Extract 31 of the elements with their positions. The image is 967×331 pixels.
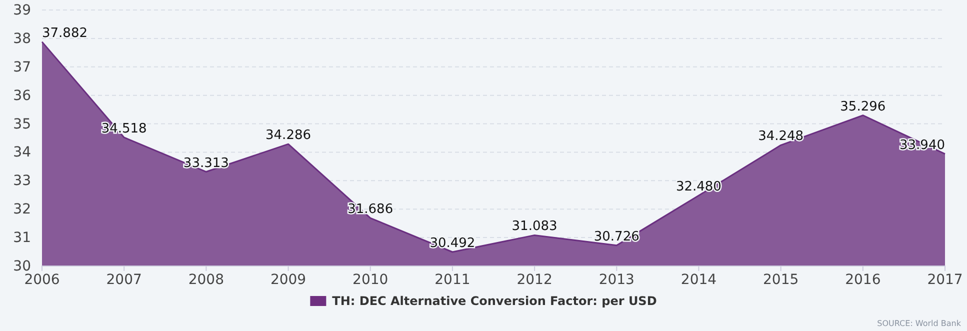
data-label: 35.296 bbox=[840, 99, 886, 114]
data-label: 37.882 bbox=[42, 26, 88, 41]
y-tick-label: 33 bbox=[13, 173, 31, 190]
data-label: 31.083 bbox=[512, 219, 558, 234]
x-tick-label: 2010 bbox=[352, 272, 388, 288]
x-tick-label: 2015 bbox=[763, 272, 799, 288]
y-tick-label: 38 bbox=[13, 30, 31, 47]
data-label: 34.286 bbox=[266, 128, 312, 144]
data-label: 30.492 bbox=[430, 236, 476, 252]
y-tick-label: 31 bbox=[13, 230, 31, 246]
data-label: 34.248 bbox=[758, 129, 804, 144]
x-tick-label: 2016 bbox=[845, 272, 881, 288]
source-note: SOURCE: World Bank bbox=[877, 319, 962, 328]
data-label: 33.313 bbox=[183, 156, 229, 171]
x-tick-label: 2017 bbox=[927, 272, 963, 288]
x-tick-label: 2009 bbox=[270, 272, 306, 288]
x-tick-label: 2011 bbox=[434, 272, 470, 288]
x-tick-label: 2008 bbox=[188, 272, 224, 288]
y-tick-label: 32 bbox=[13, 202, 31, 218]
y-tick-label: 36 bbox=[13, 88, 32, 104]
y-tick-label: 35 bbox=[13, 116, 31, 132]
y-tick-label: 37 bbox=[13, 59, 31, 76]
y-tick-label: 34 bbox=[13, 144, 32, 161]
y-tick-label: 30 bbox=[13, 258, 31, 274]
x-tick-label: 2006 bbox=[24, 272, 60, 288]
legend-label: TH: DEC Alternative Conversion Factor: per USD bbox=[332, 294, 657, 308]
x-tick-label: 2013 bbox=[598, 272, 634, 288]
x-tick-label: 2014 bbox=[680, 272, 717, 288]
x-tick-label: 2012 bbox=[516, 272, 552, 288]
x-tick-label: 2007 bbox=[106, 272, 142, 288]
y-tick-label: 39 bbox=[13, 2, 31, 18]
